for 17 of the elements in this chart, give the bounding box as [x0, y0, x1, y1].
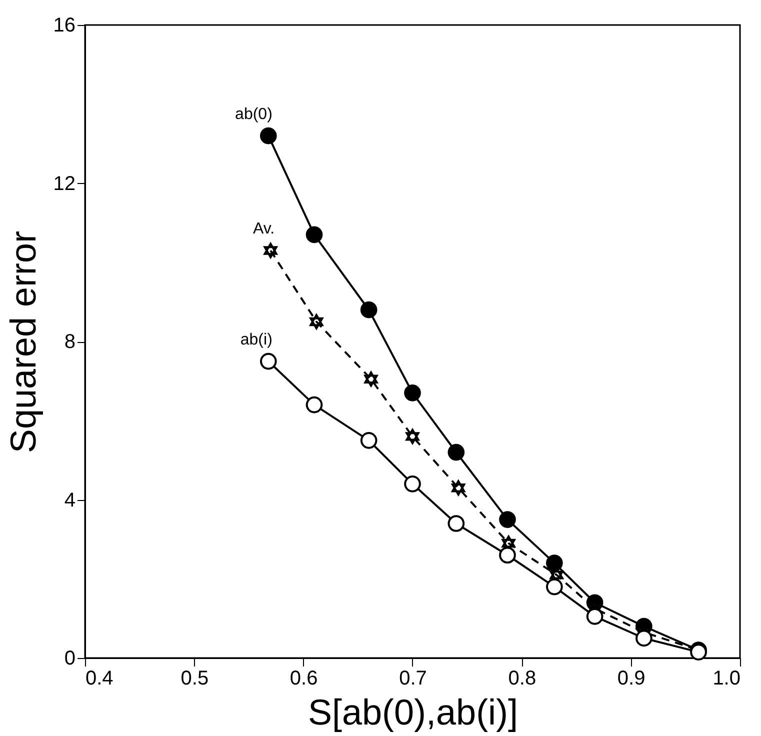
series-label: ab(i): [240, 331, 272, 348]
x-tick-label: 0.9: [617, 668, 646, 690]
x-tick-label: 0.4: [86, 668, 114, 690]
x-tick-label: 0.6: [290, 668, 318, 690]
x-tick-label: 1.0: [712, 668, 740, 690]
x-tick-label: 0.7: [399, 668, 427, 690]
x-tick-label: 0.5: [180, 668, 209, 690]
y-tick-label: 4: [64, 489, 76, 512]
series-label: ab(0): [235, 106, 272, 123]
y-tick-label: 0: [64, 648, 76, 670]
y-tick-label: 12: [53, 172, 76, 195]
x-tick-label: 0.8: [508, 668, 536, 690]
x-axis-title: S[ab(0),ab(i)]: [308, 692, 518, 732]
y-axis-title: Squared error: [2, 230, 44, 454]
y-tick-label: 8: [64, 331, 76, 353]
series-label: Av.: [252, 220, 275, 238]
y-tick-label: 16: [53, 14, 76, 36]
